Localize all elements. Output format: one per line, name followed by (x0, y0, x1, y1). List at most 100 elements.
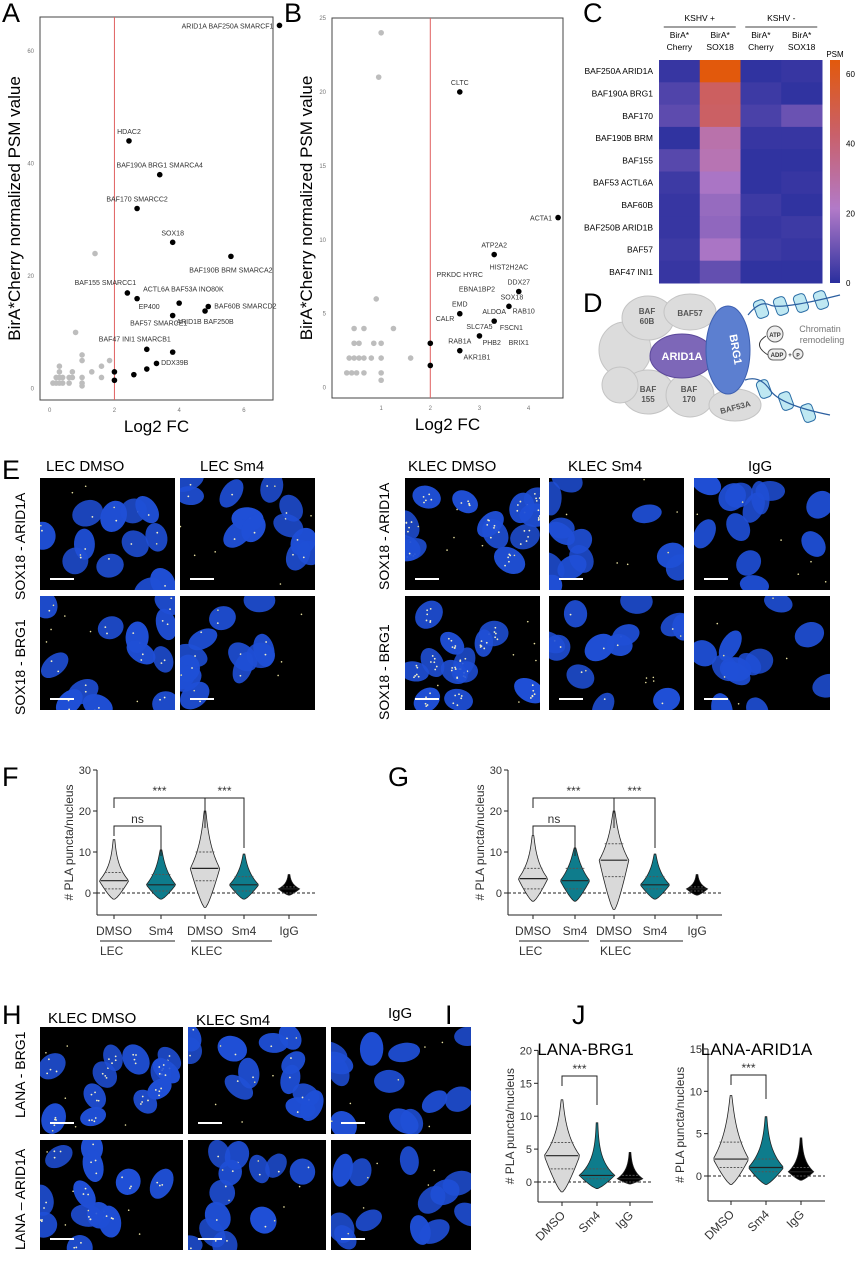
nucleus-shape (180, 681, 210, 710)
heatmap-cell (740, 126, 782, 150)
x-tick-label: Sm4 (563, 924, 588, 938)
pla-punctum (645, 677, 648, 679)
background-point (378, 355, 384, 361)
pla-punctum (518, 701, 520, 703)
pla-punctum (603, 698, 606, 701)
nucleus-shape (219, 479, 244, 508)
nucleus-shape (374, 1069, 405, 1093)
h-col-klec-dmso: KLEC DMSO (48, 1010, 137, 1027)
point-label: BAF170 SMARCC2 (106, 197, 168, 204)
y-tick-label: 0 (696, 1171, 702, 1183)
background-point (378, 377, 384, 384)
pla-punctum (425, 619, 428, 622)
heatmap-cell (659, 171, 701, 195)
x-tick-label: DMSO (515, 924, 551, 938)
x-tick-label: IgG (279, 924, 298, 938)
violin-sm4 (640, 853, 670, 900)
heatmap-cell (740, 171, 782, 195)
label-baf155: 155 (641, 395, 655, 404)
pla-punctum (87, 1215, 90, 1218)
y-tick-label: 10 (690, 1086, 702, 1098)
pla-punctum (464, 657, 467, 660)
nucleus-shape (80, 1107, 107, 1127)
nucleus-shape (121, 530, 149, 558)
nucleus-shape (745, 648, 774, 674)
violin-igg (616, 1151, 644, 1185)
micrograph-image (549, 478, 684, 590)
y-tick-label: 10 (490, 847, 502, 859)
pla-punctum (529, 697, 532, 699)
nucleus-shape (83, 1083, 107, 1110)
nucleus-shape (726, 513, 751, 542)
pla-punctum (166, 623, 169, 626)
pla-punctum (190, 1247, 192, 1250)
pla-punctum (160, 662, 163, 665)
background-point (353, 370, 360, 376)
pla-punctum (429, 621, 432, 623)
x-axis-label: Log2 FC (415, 415, 480, 434)
pla-punctum (105, 1076, 108, 1079)
nucleus-shape (736, 550, 762, 576)
y-tick-label: 0 (496, 888, 502, 900)
pla-punctum (136, 700, 139, 703)
nucleus-shape (40, 596, 58, 619)
pla-punctum (523, 530, 526, 532)
pla-punctum (48, 1058, 50, 1061)
panel-label-d: D (583, 288, 603, 318)
heatmap-cell (699, 82, 741, 106)
nucleus-shape (82, 1149, 104, 1183)
pla-punctum (519, 500, 522, 503)
x-tick-label: 3 (478, 406, 482, 412)
pla-punctum (780, 539, 782, 541)
pla-punctum (504, 564, 506, 567)
pla-punctum (64, 1224, 67, 1226)
point-label: AKR1B1 (464, 355, 491, 362)
violin-sm4 (748, 1116, 784, 1185)
micrograph-lec-dmso-brg1 (40, 596, 175, 710)
baf-subunit-shape (601, 366, 639, 404)
pla-punctum (424, 499, 427, 502)
pla-punctum (810, 560, 812, 563)
pla-punctum (446, 549, 448, 551)
pla-punctum (489, 536, 492, 539)
heatmap-cell (781, 238, 823, 262)
pla-punctum (97, 1099, 100, 1102)
pla-punctum (456, 704, 459, 707)
pla-punctum (437, 684, 439, 687)
pla-punctum (48, 609, 51, 612)
pla-punctum (55, 1070, 58, 1073)
y-tick-label: 15 (520, 1078, 532, 1090)
pla-punctum (139, 1103, 142, 1105)
pla-punctum (258, 1173, 261, 1176)
scale-bar (559, 578, 583, 580)
pla-punctum (290, 1057, 292, 1059)
pla-punctum (285, 512, 288, 514)
significant-point (111, 377, 118, 384)
pla-punctum (288, 1076, 291, 1079)
pla-punctum (106, 632, 108, 635)
nucleus-shape (154, 596, 175, 615)
nucleus-shape (331, 1111, 357, 1134)
pla-punctum (527, 535, 529, 538)
pla-punctum (451, 667, 454, 669)
label-adp: ADP (771, 353, 784, 359)
y-tick-label: 10 (520, 1111, 532, 1123)
significant-point (131, 371, 137, 378)
pla-punctum (110, 1217, 113, 1219)
background-point (98, 374, 105, 381)
nucleus-shape (204, 1201, 231, 1232)
significant-point (169, 312, 176, 319)
pla-punctum (277, 674, 279, 677)
pla-punctum (84, 684, 87, 687)
pla-punctum (158, 1184, 161, 1187)
pla-punctum (87, 1209, 90, 1212)
pla-punctum (266, 485, 269, 487)
nucleus-shape (180, 478, 204, 492)
pla-punctum (163, 696, 166, 699)
pla-punctum (413, 676, 415, 679)
significance-label: *** (217, 784, 231, 798)
pla-punctum (347, 1232, 350, 1235)
pla-punctum (40, 1220, 43, 1223)
significance-bracket (113, 825, 162, 856)
pla-punctum (481, 544, 484, 547)
